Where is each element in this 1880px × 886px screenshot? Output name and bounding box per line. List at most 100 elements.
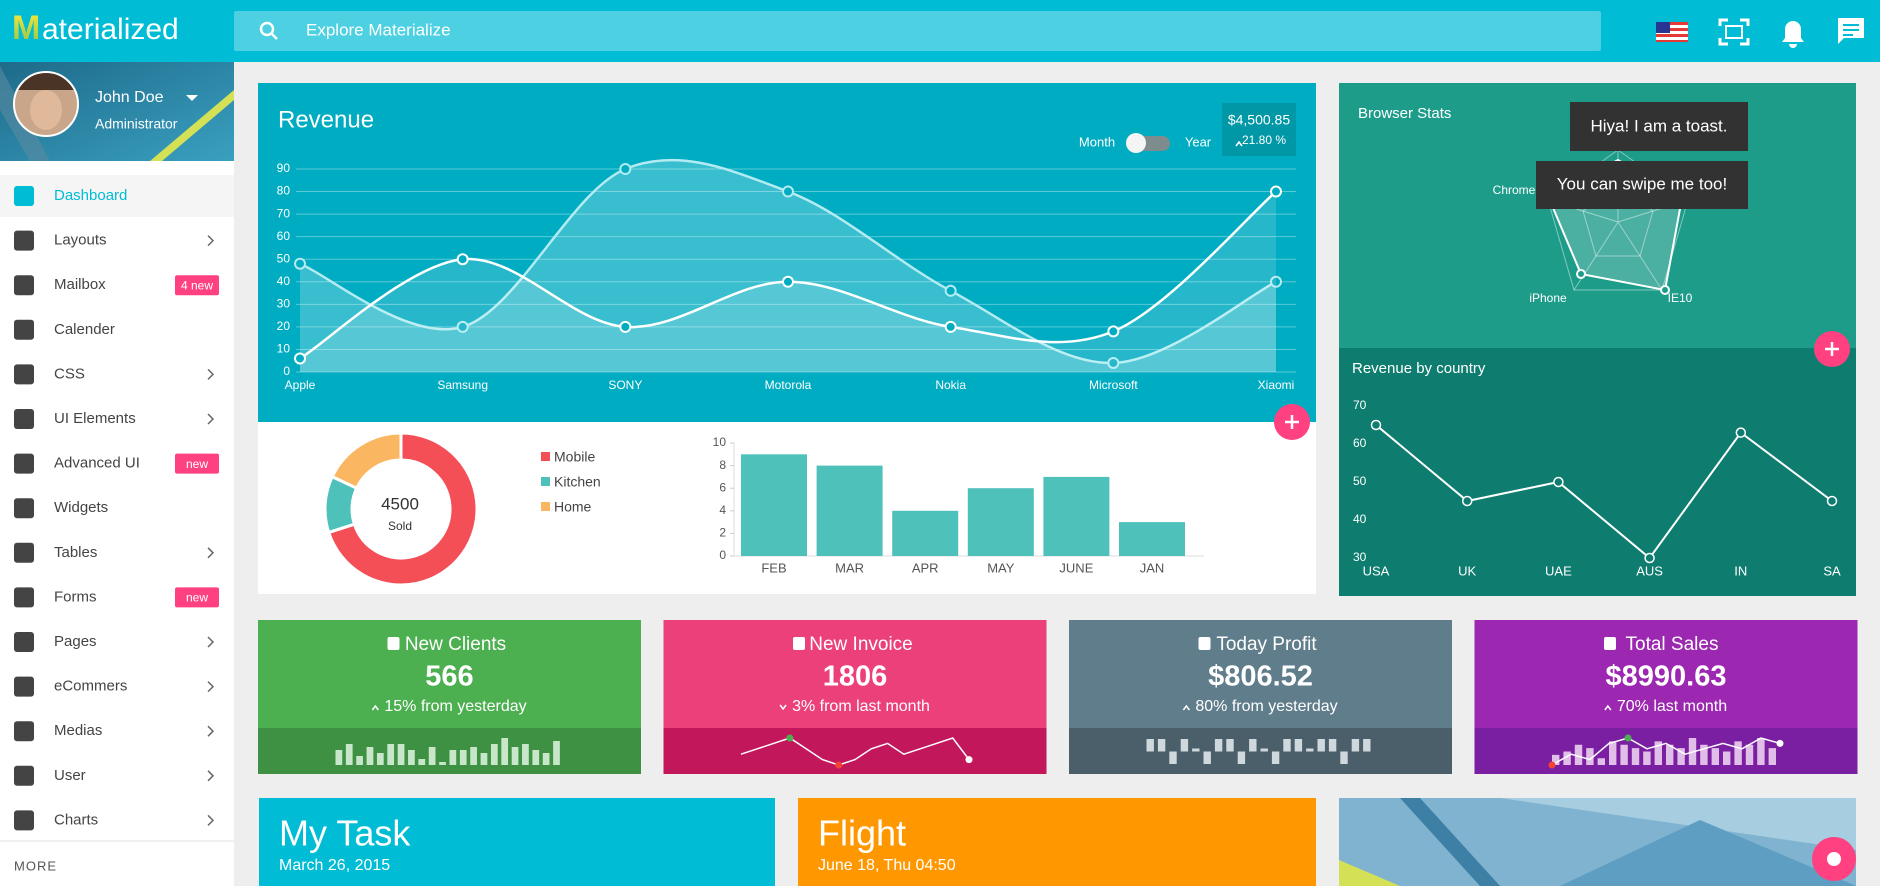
line-point (1270, 275, 1282, 288)
menu-icon (14, 230, 34, 251)
x-tick-label: USA (1363, 563, 1390, 578)
toast[interactable] (1570, 102, 1748, 151)
donut-slice (330, 431, 403, 491)
menu-item[interactable]: Advanced UI (54, 455, 140, 472)
radar-label: Chrome (1493, 183, 1536, 197)
badge (175, 453, 219, 474)
stat-card (258, 620, 641, 728)
y-tick-label: 2 (719, 526, 726, 540)
spark-bar (1734, 741, 1742, 765)
menu-item[interactable]: Charts (54, 811, 98, 828)
menu-item[interactable]: Tables (54, 544, 97, 561)
search-box[interactable] (234, 11, 1601, 51)
legend-swatch (541, 452, 550, 461)
toast[interactable] (1536, 161, 1748, 209)
flight-card (798, 798, 1316, 886)
fab-icon (1825, 342, 1839, 356)
spark-max (1624, 734, 1632, 742)
toggle-knob[interactable] (1126, 133, 1146, 153)
y-tick-label: 4 (719, 503, 726, 517)
x-tick-label: IN (1734, 563, 1747, 578)
y-tick-label: 90 (277, 161, 291, 175)
y-tick-label: 30 (1353, 550, 1367, 564)
toast-text: You can swipe me too! (1557, 174, 1727, 193)
spark-bar (1249, 739, 1257, 752)
x-tick-label: FEB (761, 560, 786, 575)
spark-bar (1192, 748, 1200, 752)
spark-bar (1757, 738, 1765, 765)
total-value: $4,500.85 (1228, 112, 1290, 128)
spark-bar (490, 744, 498, 765)
line-point (1107, 325, 1120, 338)
line-point (1461, 495, 1473, 507)
fullscreen-icon[interactable] (1718, 18, 1750, 46)
card-title: Revenue (278, 106, 374, 133)
fab-icon (1285, 415, 1299, 429)
spark-bar (1294, 739, 1303, 752)
badge-text: new (186, 457, 208, 471)
menu-item[interactable]: Pages (54, 633, 97, 650)
stat-change: 3% from last month (792, 698, 930, 715)
menu-item[interactable]: Calender (54, 321, 115, 338)
stat-title: Total Sales (1626, 634, 1719, 655)
y-tick-label: 50 (277, 251, 291, 265)
menu-item[interactable]: User (54, 767, 86, 784)
card-subtitle: March 26, 2015 (279, 857, 390, 874)
x-tick-label: UAE (1545, 563, 1572, 578)
x-tick-label: SONY (608, 378, 642, 392)
menu-item[interactable]: Medias (54, 722, 102, 739)
notification-icon[interactable] (1782, 21, 1804, 48)
toggle-label: Month (1079, 134, 1115, 149)
flag-icon[interactable] (1656, 22, 1688, 42)
line-point (294, 352, 306, 365)
stat-card (1069, 620, 1452, 728)
menu-icon (14, 810, 34, 831)
menu-item[interactable]: Layouts (54, 232, 107, 249)
menu-item[interactable]: CSS (54, 365, 85, 382)
user-name[interactable]: John Doe (95, 89, 164, 106)
line-point (456, 253, 469, 266)
menu-item[interactable]: UI Elements (54, 410, 136, 427)
spark-min (835, 761, 843, 769)
search-icon (270, 32, 278, 40)
spark-bar (480, 753, 488, 765)
avatar[interactable] (14, 72, 78, 136)
menu-item[interactable]: Dashboard (54, 187, 127, 204)
spark-bar (1597, 758, 1606, 765)
menu-icon (14, 275, 34, 296)
chevron (207, 413, 215, 425)
spark-bar (408, 750, 415, 765)
spark-bar (542, 753, 550, 765)
menu-item-active (0, 175, 234, 217)
up-arrow (1235, 140, 1243, 147)
card-title: Flight (818, 813, 906, 854)
line-point (456, 320, 469, 333)
menu-item[interactable]: Mailbox (54, 276, 106, 293)
line-point (782, 275, 794, 288)
menu-icon (14, 498, 34, 519)
country-card (1339, 348, 1856, 596)
user-dropdown[interactable] (186, 95, 198, 101)
stat-value: 1806 (823, 661, 888, 693)
menu-icon (14, 364, 34, 385)
donut-center-value: 4500 (381, 494, 419, 513)
donut-slice (326, 431, 479, 587)
bar (1119, 522, 1185, 556)
spark-bar (1169, 751, 1177, 764)
change-arrow (779, 704, 787, 711)
legend-swatch (541, 502, 550, 511)
menu-item[interactable]: Forms (54, 588, 97, 605)
y-tick-label: 10 (713, 435, 727, 449)
y-tick-label: 6 (719, 480, 726, 494)
y-tick-label: 20 (277, 319, 291, 333)
bar (816, 465, 883, 556)
spark-bar (418, 759, 426, 765)
line-point (1644, 552, 1655, 564)
spark-bar (1552, 754, 1560, 765)
menu-item[interactable]: eCommers (54, 678, 127, 695)
menu-item[interactable]: Widgets (54, 499, 108, 516)
spark-bar (1317, 739, 1325, 752)
chevron (207, 235, 215, 247)
stat-value: $806.52 (1208, 661, 1313, 693)
